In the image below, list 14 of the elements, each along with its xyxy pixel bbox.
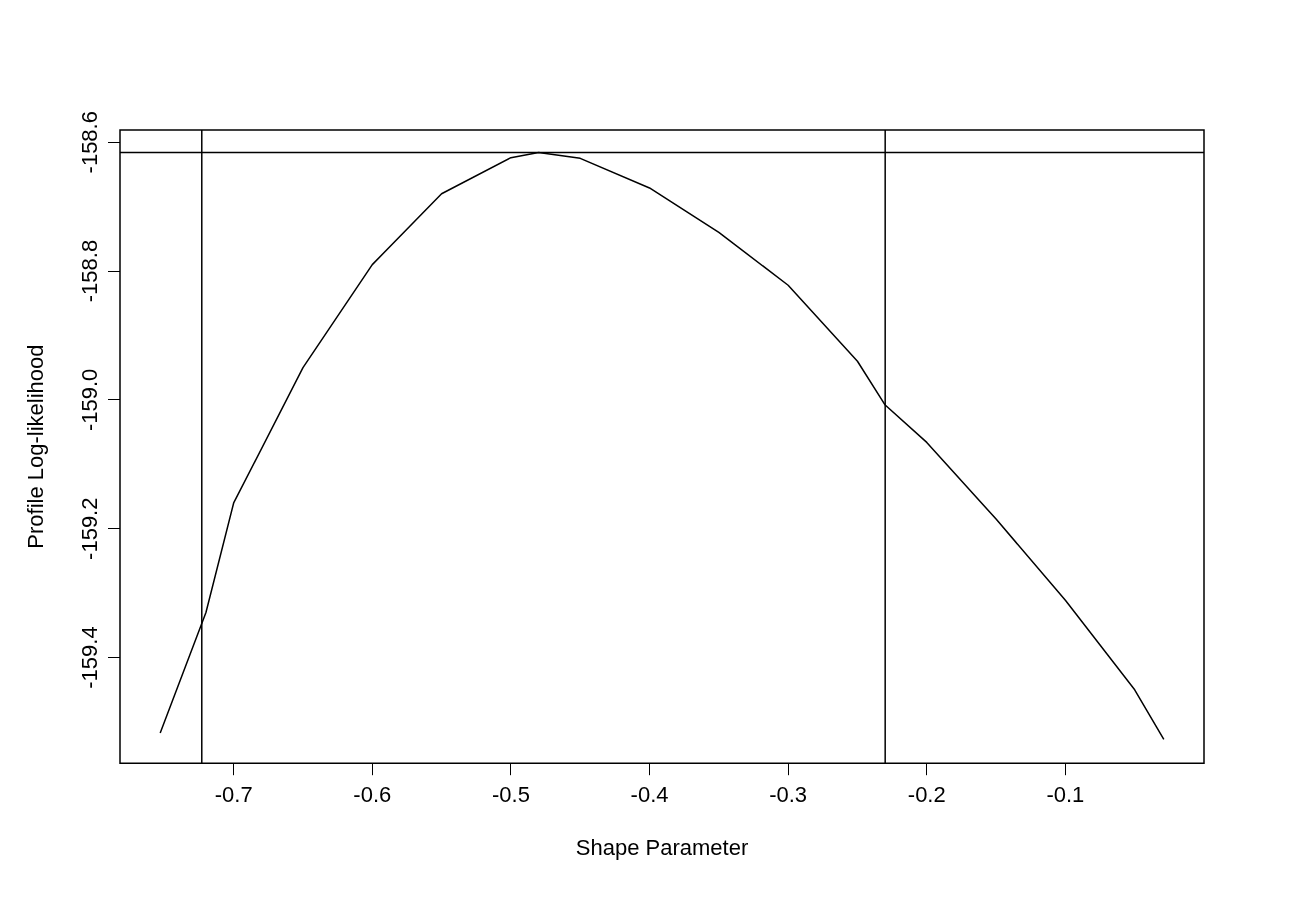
x-axis-title: Shape Parameter bbox=[575, 834, 749, 860]
x-tick-label: -0.1 bbox=[1046, 782, 1085, 808]
x-tick-label: -0.4 bbox=[630, 782, 669, 808]
x-tick-label: -0.2 bbox=[907, 782, 946, 808]
y-tick-label: -158.8 bbox=[77, 239, 103, 303]
x-tick-label: -0.3 bbox=[769, 782, 808, 808]
x-tick-label: -0.7 bbox=[214, 782, 253, 808]
y-tick-label: -159.4 bbox=[77, 626, 103, 689]
x-tick-label: -0.6 bbox=[353, 782, 392, 808]
y-tick-label: -158.6 bbox=[77, 111, 103, 174]
y-tick-label: -159.0 bbox=[77, 368, 103, 432]
x-tick-label: -0.5 bbox=[491, 782, 530, 808]
y-axis-title: Profile Log-likelihood bbox=[23, 344, 49, 549]
y-tick-label: -159.2 bbox=[77, 497, 103, 560]
